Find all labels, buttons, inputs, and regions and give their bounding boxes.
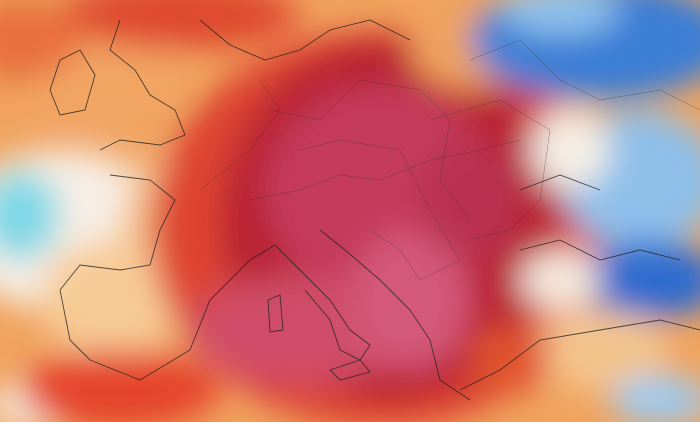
borders — [199, 39, 700, 281]
coastlines — [49, 19, 700, 401]
